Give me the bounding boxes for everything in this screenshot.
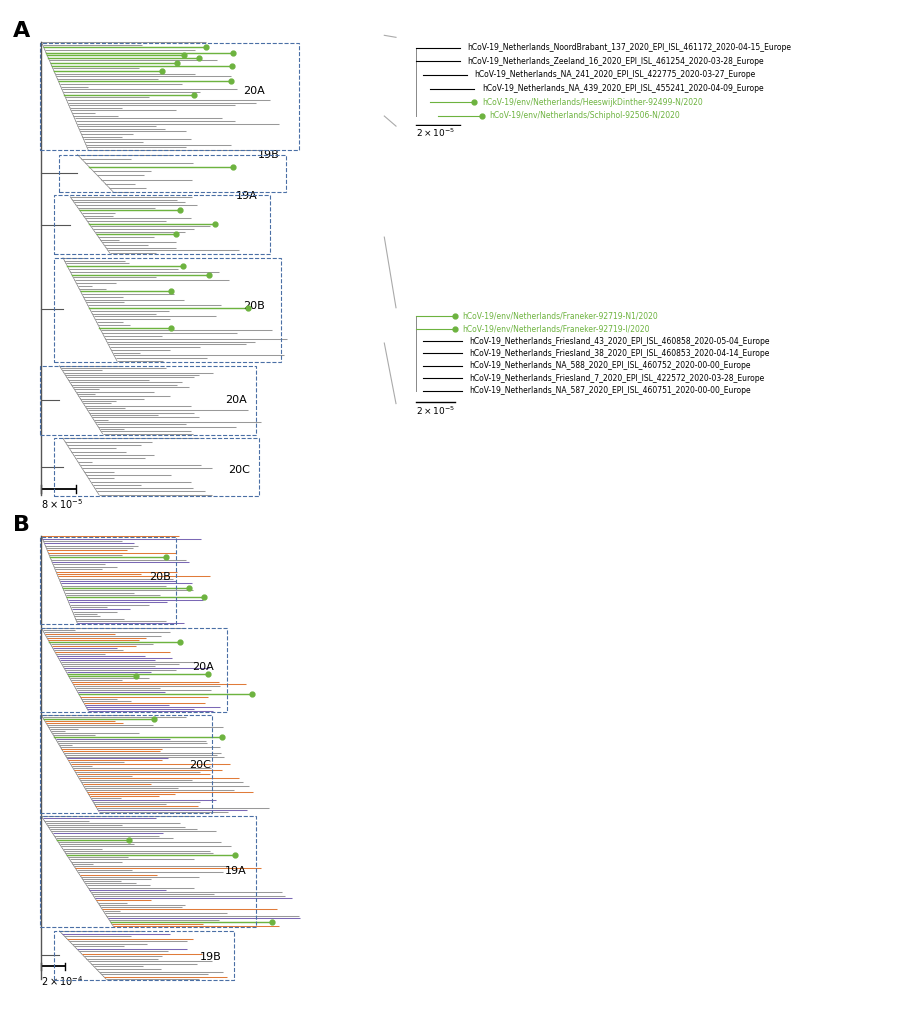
Bar	[40, 43, 299, 150]
Text: 19B: 19B	[200, 952, 221, 963]
Text: hCoV-19_Netherlands_NoordBrabant_137_2020_EPI_ISL_461172_2020-04-15_Europe: hCoV-19_Netherlands_NoordBrabant_137_202…	[467, 43, 791, 52]
Text: B: B	[13, 516, 30, 536]
Text: hCoV-19/env/Netherlands/HeeswijkDinther-92499-N/2020: hCoV-19/env/Netherlands/HeeswijkDinther-…	[482, 98, 703, 107]
Bar	[40, 537, 176, 625]
Bar	[40, 628, 227, 711]
Bar	[59, 154, 286, 192]
Text: hCoV-19_Netherlands_NA_588_2020_EPI_ISL_460752_2020-00-00_Europe: hCoV-19_Netherlands_NA_588_2020_EPI_ISL_…	[470, 361, 752, 370]
Bar	[54, 258, 281, 361]
Text: 20B: 20B	[243, 301, 265, 311]
Text: hCoV-19/env/Netherlands/Franeker-92719-N1/2020: hCoV-19/env/Netherlands/Franeker-92719-N…	[463, 312, 658, 321]
Text: hCoV-19/env/Netherlands/Schiphol-92506-N/2020: hCoV-19/env/Netherlands/Schiphol-92506-N…	[490, 111, 680, 120]
Text: 20C: 20C	[229, 465, 250, 475]
Text: $2 \times 10^{-4}$: $2 \times 10^{-4}$	[41, 975, 84, 989]
Text: hCoV-19_Netherlands_Zeeland_16_2020_EPI_ISL_461254_2020-03-28_Europe: hCoV-19_Netherlands_Zeeland_16_2020_EPI_…	[467, 57, 764, 66]
Text: 20A: 20A	[225, 395, 247, 405]
Text: hCoV-19_Netherlands_NA_241_2020_EPI_ISL_422775_2020-03-27_Europe: hCoV-19_Netherlands_NA_241_2020_EPI_ISL_…	[474, 71, 756, 80]
Text: 20A: 20A	[193, 662, 214, 672]
Text: 20C: 20C	[189, 760, 211, 770]
Text: 19A: 19A	[225, 867, 247, 876]
Bar	[40, 816, 256, 927]
Text: 20B: 20B	[149, 572, 171, 582]
Text: hCoV-19_Netherlands_Friesland_43_2020_EPI_ISL_460858_2020-05-04_Europe: hCoV-19_Netherlands_Friesland_43_2020_EP…	[470, 337, 770, 346]
Text: hCoV-19_Netherlands_Friesland_7_2020_EPI_ISL_422572_2020-03-28_Europe: hCoV-19_Netherlands_Friesland_7_2020_EPI…	[470, 373, 765, 382]
Bar	[54, 930, 234, 980]
Bar	[40, 365, 256, 435]
Text: 20A: 20A	[243, 86, 265, 96]
Text: hCoV-19_Netherlands_NA_587_2020_EPI_ISL_460751_2020-00-00_Europe: hCoV-19_Netherlands_NA_587_2020_EPI_ISL_…	[470, 386, 752, 396]
Text: $2 \times 10^{-5}$: $2 \times 10^{-5}$	[416, 127, 454, 139]
Text: hCoV-19/env/Netherlands/Franeker-92719-I/2020: hCoV-19/env/Netherlands/Franeker-92719-I…	[463, 324, 650, 333]
Bar	[54, 196, 270, 254]
Text: hCoV-19_Netherlands_Friesland_38_2020_EPI_ISL_460853_2020-04-14_Europe: hCoV-19_Netherlands_Friesland_38_2020_EP…	[470, 349, 770, 358]
Text: 19B: 19B	[257, 149, 279, 159]
Text: A: A	[13, 21, 30, 41]
Bar	[40, 714, 212, 812]
Text: $2 \times 10^{-5}$: $2 \times 10^{-5}$	[416, 405, 454, 417]
Text: $8 \times 10^{-5}$: $8 \times 10^{-5}$	[41, 497, 84, 512]
Text: 19A: 19A	[236, 191, 257, 201]
Bar	[54, 439, 259, 495]
Text: hCoV-19_Netherlands_NA_439_2020_EPI_ISL_455241_2020-04-09_Europe: hCoV-19_Netherlands_NA_439_2020_EPI_ISL_…	[482, 84, 763, 93]
